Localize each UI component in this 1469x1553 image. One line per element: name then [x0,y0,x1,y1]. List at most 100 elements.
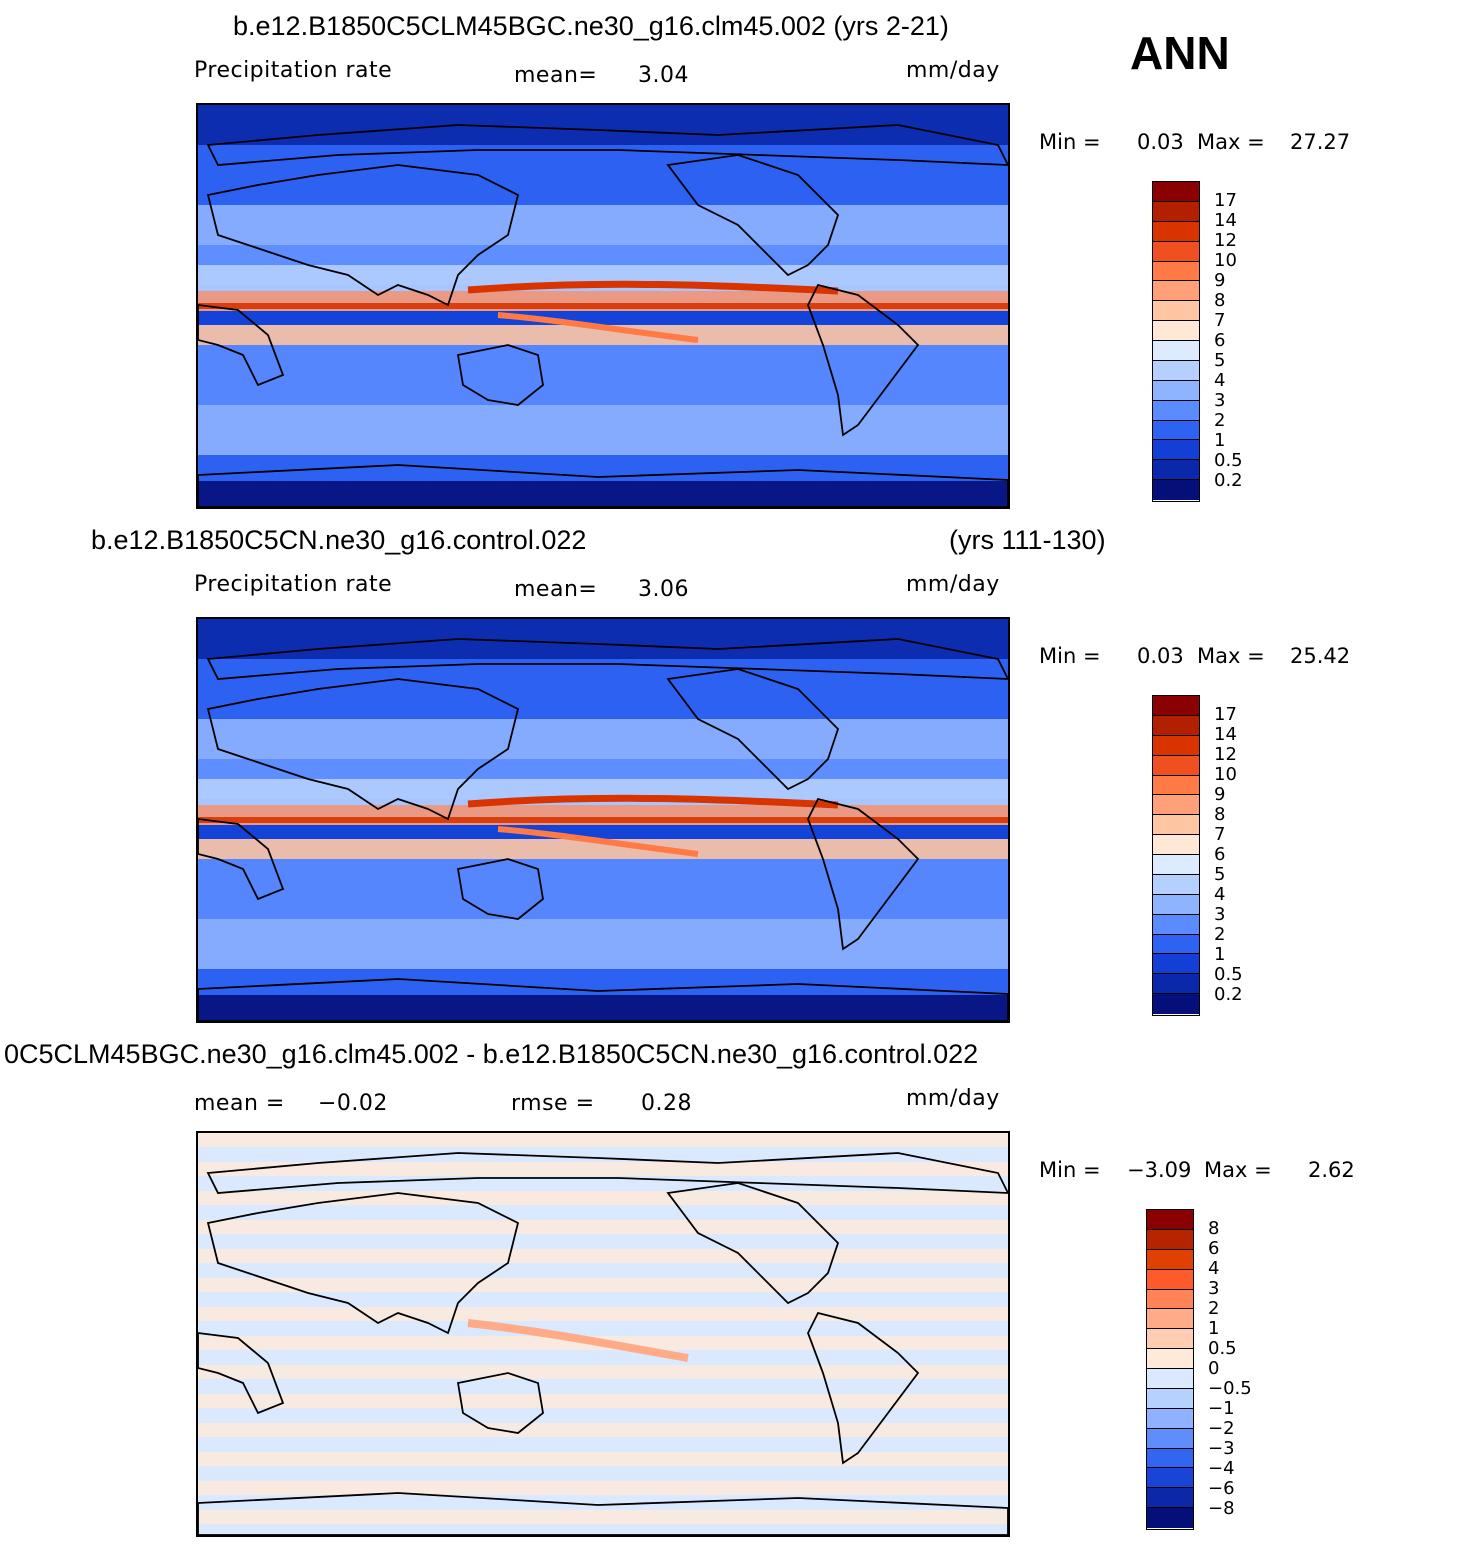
season-label: ANN [1130,27,1230,79]
colorbar-tick-label: −6 [1208,1478,1235,1499]
coastline [456,1372,544,1434]
precip-band [198,825,1008,839]
anomaly-band [198,1452,1008,1466]
colorbar-swatch [1147,1309,1193,1330]
coastline [666,1182,840,1305]
colorbar-tick-label: 3 [1214,904,1226,925]
colorbar-swatch [1147,1408,1193,1429]
panel-3-mean-label: mean = [194,1091,285,1116]
colorbar-swatch [1153,380,1199,401]
colorbar-tick-label: 4 [1214,370,1226,391]
colorbar-swatch [1153,974,1199,995]
colorbar-tick-label: 8 [1214,290,1226,311]
colorbar-tick-label: 1 [1214,944,1226,965]
coastline [198,464,1008,507]
colorbar-tick-label: 0.5 [1214,964,1243,985]
colorbar-tick-label: 7 [1214,310,1226,331]
colorbar-tick-label: 6 [1208,1238,1220,1259]
anomaly-band [198,1394,1008,1408]
coastline [807,1311,920,1465]
panel-1-min-label: Min = [1039,130,1101,154]
panel-3-colorbar-labels: 8 6 4 3 2 1 0.5 0 −0.5 −1 −2 −3 −4 −6 −8 [1208,1209,1278,1530]
colorbar-swatch [1153,261,1199,282]
colorbar-swatch [1153,855,1199,875]
panel-2-max-label: Max = [1197,644,1265,668]
panel-2-mean-value: 3.06 [638,577,689,602]
precip-band [198,345,1008,405]
coastline [206,164,520,307]
colorbar-tick-label: −2 [1208,1418,1235,1439]
colorbar-swatch [1153,301,1199,322]
colorbar-swatch [1147,1329,1193,1350]
panel-1-colorbar-labels: 17 14 12 10 9 8 7 6 5 4 3 2 1 0.5 0.2 [1214,181,1274,502]
coastline [206,1152,1008,1194]
colorbar-tick-label: 3 [1214,390,1226,411]
coastline [456,344,544,406]
colorbar-swatch [1147,1349,1193,1369]
colorbar-swatch [1153,221,1199,242]
colorbar-tick-label: 5 [1214,350,1226,371]
precip-band [198,995,1008,1021]
colorbar-swatch [1153,241,1199,262]
panel-3-min-label: Min = [1039,1158,1101,1182]
panel-3-title: 0C5CLM45BGC.ne30_g16.clm45.002 - b.e12.B… [4,1039,979,1069]
colorbar-tick-label: −0.5 [1208,1378,1252,1399]
colorbar-swatch [1153,460,1199,481]
colorbar-swatch [1153,440,1199,461]
precip-band [198,311,1008,325]
panel-2-min-value: 0.03 [1137,644,1184,668]
panel-2-title: b.e12.B1850C5CN.ne30_g16.control.022 [91,525,587,555]
colorbar-swatch [1153,696,1199,716]
itcz-band [467,794,839,809]
coastline [198,818,285,901]
panel-1-min-value: 0.03 [1137,130,1184,154]
anomaly-band [198,1423,1008,1437]
precip-band [198,105,1008,145]
precip-band [198,303,1008,309]
panel-2-map [196,617,1010,1023]
colorbar-tick-label: 17 [1214,190,1237,211]
coastline [198,1332,285,1415]
colorbar-tick-label: 0.5 [1214,450,1243,471]
coastline [456,858,544,920]
colorbar-tick-label: 10 [1214,250,1237,271]
colorbar-swatch [1153,420,1199,441]
panel-2-min-label: Min = [1039,644,1101,668]
colorbar-tick-label: 0.2 [1214,984,1243,1005]
colorbar-swatch [1153,874,1199,895]
coastline [198,978,1008,1021]
colorbar-swatch [1153,954,1199,975]
anomaly-band [198,1162,1008,1176]
colorbar-swatch [1153,775,1199,796]
colorbar-swatch [1153,201,1199,222]
colorbar-swatch [1147,1448,1193,1469]
panel-1-title: b.e12.B1850C5CLM45BGC.ne30_g16.clm45.002… [233,11,949,41]
colorbar-tick-label: 1 [1208,1318,1220,1339]
colorbar-tick-label: 5 [1214,864,1226,885]
colorbar-tick-label: 9 [1214,784,1226,805]
panel-1-map-field [198,105,1008,507]
colorbar-tick-label: 9 [1214,270,1226,291]
precip-band [198,481,1008,507]
anomaly-band [198,1365,1008,1379]
panel-2-max-value: 25.42 [1290,644,1351,668]
coastline [666,154,840,277]
precip-band [198,817,1008,823]
precip-band [198,325,1008,345]
coastline [206,1192,520,1335]
colorbar-swatch [1153,341,1199,361]
colorbar-tick-label: −3 [1208,1438,1235,1459]
panel-1-variable: Precipitation rate [194,58,393,83]
colorbar-tick-label: 2 [1214,924,1226,945]
panel-3-colorbar [1146,1209,1194,1530]
colorbar-tick-label: 6 [1214,844,1226,865]
anomaly-band [198,1133,1008,1147]
colorbar-swatch [1147,1508,1193,1528]
colorbar-tick-label: 12 [1214,744,1237,765]
panel-3-map [196,1131,1010,1537]
panel-2-units: mm/day [906,572,1000,597]
coastline [198,1492,1008,1535]
precip-band [198,405,1008,455]
colorbar-tick-label: 2 [1214,410,1226,431]
panel-3-min-value: −3.09 [1127,1158,1192,1182]
